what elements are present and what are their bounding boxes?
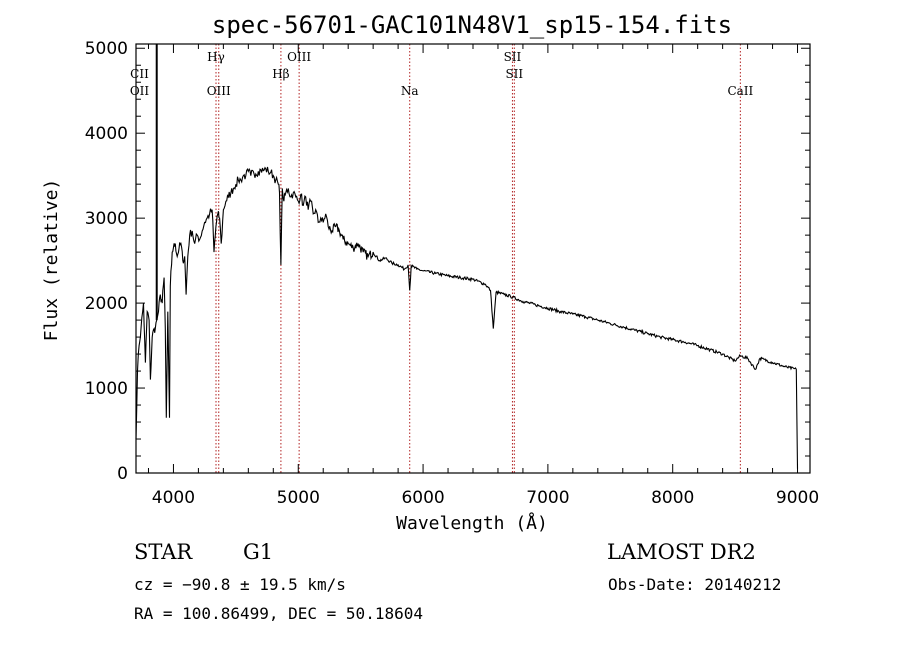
y-tick-label: 0 bbox=[117, 464, 128, 484]
line-marker-label: Hβ bbox=[272, 67, 289, 81]
sky-coordinates: RA = 100.86499, DEC = 50.18604 bbox=[134, 604, 423, 623]
x-axis-ticks: 4000 5000 6000 7000 8000 9000 bbox=[147, 44, 819, 508]
x-tick-label: 5000 bbox=[277, 488, 320, 508]
y-axis-ticks: 0 1000 2000 3000 4000 5000 bbox=[85, 39, 810, 484]
x-tick-label: 7000 bbox=[526, 488, 569, 508]
y-tick-label: 1000 bbox=[85, 379, 128, 399]
x-tick-label: 4000 bbox=[152, 488, 195, 508]
y-tick-label: 5000 bbox=[85, 39, 128, 59]
x-tick-label: 9000 bbox=[776, 488, 819, 508]
line-marker-label: OII bbox=[130, 84, 150, 98]
line-marker-label: CII bbox=[130, 67, 149, 81]
object-class: STAR bbox=[134, 540, 193, 564]
y-tick-label: 3000 bbox=[85, 209, 128, 229]
redshift-velocity: cz = −90.8 ± 19.5 km/s bbox=[134, 575, 346, 594]
plot-frame bbox=[135, 43, 811, 474]
survey-name: LAMOST DR2 bbox=[607, 540, 756, 564]
line-marker-label: CaII bbox=[727, 84, 753, 98]
line-marker-label: SII bbox=[505, 67, 523, 81]
line-marker-label: Hγ bbox=[207, 50, 225, 64]
line-marker-label: OIII bbox=[287, 50, 311, 64]
y-tick-label: 2000 bbox=[85, 294, 128, 314]
x-axis-label: Wavelength (Å) bbox=[396, 512, 548, 534]
marker-labels: CII OII Hγ OIII Hβ OIII Na SII SII CaII bbox=[130, 50, 754, 98]
x-tick-label: 8000 bbox=[651, 488, 694, 508]
object-subclass: G1 bbox=[243, 540, 273, 564]
x-tick-label: 6000 bbox=[401, 488, 444, 508]
y-tick-label: 4000 bbox=[85, 124, 128, 144]
y-axis-label: Flux (relative) bbox=[41, 179, 62, 342]
observation-date: Obs-Date: 20140212 bbox=[608, 575, 781, 594]
marker-lines bbox=[215, 44, 741, 473]
line-marker-label: OIII bbox=[207, 84, 231, 98]
line-marker-label: Na bbox=[401, 84, 419, 98]
spectrum-line bbox=[135, 166, 799, 469]
chart-title: spec-56701-GAC101N48V1_sp15-154.fits bbox=[212, 11, 732, 39]
line-marker-label: SII bbox=[504, 50, 522, 64]
